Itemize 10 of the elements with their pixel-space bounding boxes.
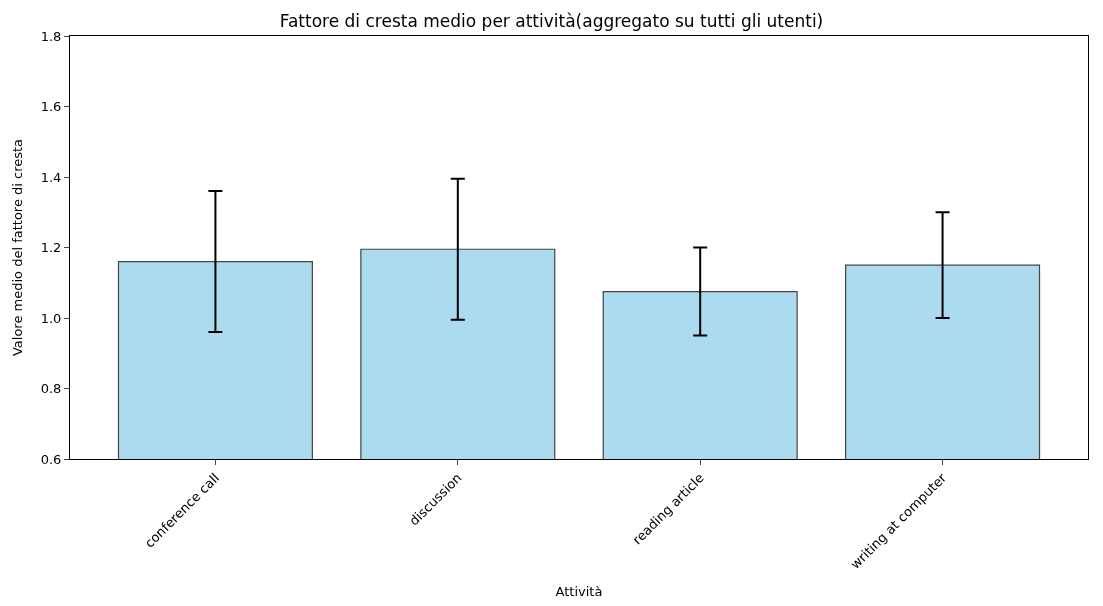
y-tick-label: 1.4 [40,169,62,185]
y-axis-title: Valore medio del fattore di cresta [9,138,25,357]
chart-title: Fattore di cresta medio per attività(aggregato su tutti gli utenti) [279,11,824,32]
y-tick-label: 0.6 [40,451,62,467]
y-tick-label: 0.8 [40,381,62,397]
y-tick-label: 1.0 [40,310,62,326]
x-axis-title: Attività [555,583,603,599]
y-tick-label: 1.2 [40,240,62,256]
y-tick-label: 1.6 [40,99,62,115]
y-tick-label: 1.8 [40,28,62,44]
